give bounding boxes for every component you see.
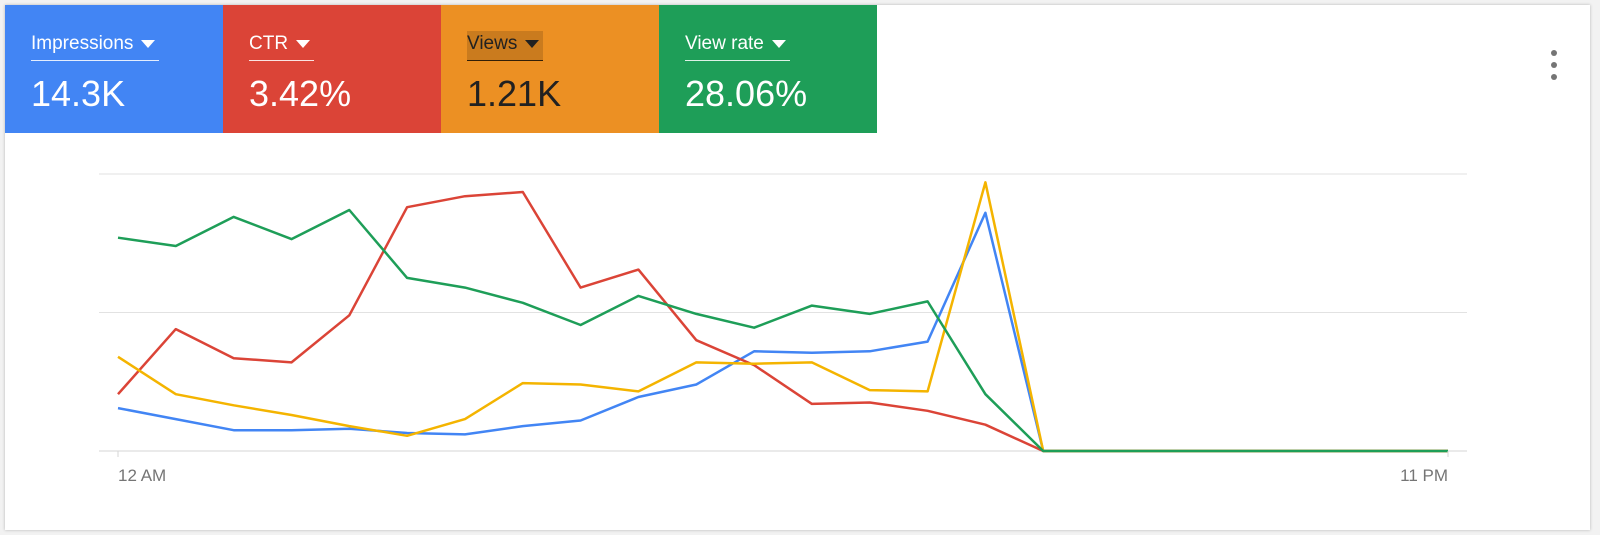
metric-selector-view-rate[interactable]: View rate (685, 31, 790, 61)
metric-label: View rate (685, 33, 764, 54)
metric-selector-ctr[interactable]: CTR (249, 31, 315, 61)
performance-card: Impressions 14.3K CTR 3.42% Views 1.21K … (5, 5, 1590, 530)
caret-down-icon (141, 40, 156, 48)
x-tick-label: 12 AM (118, 466, 166, 485)
series-line-impressions (117, 211, 1448, 453)
metric-selector-views[interactable]: Views (467, 31, 544, 61)
line-chart: 12 AM 11 PM (99, 173, 1467, 485)
metric-label: Impressions (31, 33, 134, 54)
metric-label: Views (467, 33, 518, 54)
metric-selector-impressions[interactable]: Impressions (31, 31, 160, 61)
caret-down-icon (771, 40, 786, 48)
metric-tab-ctr[interactable]: CTR 3.42% (223, 5, 441, 133)
metric-value: 1.21K (467, 73, 562, 114)
caret-down-icon (296, 40, 311, 48)
x-tick-label: 11 PM (1400, 466, 1448, 485)
metric-value: 28.06% (685, 73, 808, 114)
series-line-ctr (117, 190, 1448, 453)
metric-tab-impressions[interactable]: Impressions 14.3K (5, 5, 223, 133)
menu-dot (1551, 74, 1557, 80)
metric-tabs: Impressions 14.3K CTR 3.42% Views 1.21K … (5, 5, 877, 133)
menu-dot (1551, 50, 1557, 56)
gridlines (99, 173, 1467, 452)
series-line-view-rate (117, 208, 1448, 453)
caret-down-icon (525, 40, 540, 48)
metric-value: 3.42% (249, 73, 352, 114)
more-vert-icon[interactable] (1546, 50, 1562, 80)
metric-value: 14.3K (31, 73, 126, 114)
menu-dot (1551, 62, 1557, 68)
metric-label: CTR (249, 33, 289, 54)
x-axis: 12 AM 11 PM (117, 451, 1449, 485)
series-lines (117, 181, 1448, 453)
metric-tab-views[interactable]: Views 1.21K (441, 5, 659, 133)
metric-tab-view-rate[interactable]: View rate 28.06% (659, 5, 877, 133)
